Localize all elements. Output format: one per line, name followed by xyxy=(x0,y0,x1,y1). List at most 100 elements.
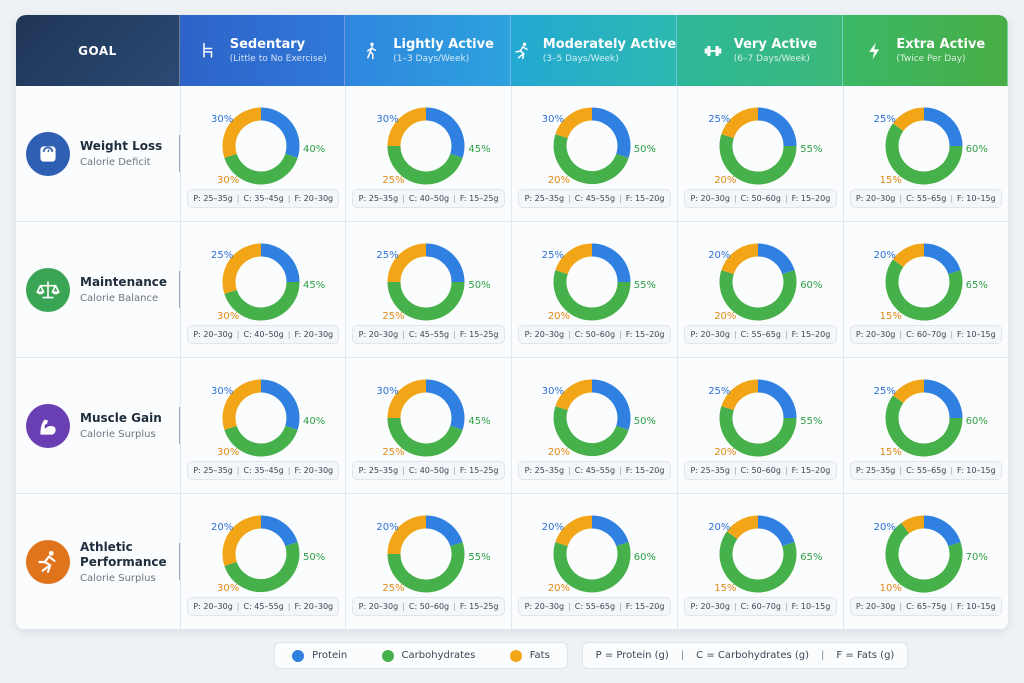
carbohydrates-grams: C: 55–65g xyxy=(906,194,947,203)
fats-percent-label: 30% xyxy=(217,175,240,186)
macro-donut xyxy=(885,379,963,457)
protein-percent-label: 25% xyxy=(873,386,896,397)
macro-cell: 30% 20% 50% P: 25–35g | C: 45–55g | F: 15–20g xyxy=(510,86,678,222)
activity-header-2[interactable]: Lightly Active (1–3 Days/Week) xyxy=(345,15,511,86)
macro-donut xyxy=(222,379,300,457)
activity-header-4[interactable]: Very Active (6–7 Days/Week) xyxy=(677,15,843,86)
pill-separator: | xyxy=(236,602,240,611)
donut-slice-protein xyxy=(757,379,797,419)
activity-header-text: Very Active (6–7 Days/Week) xyxy=(734,37,817,64)
donut-slice-protein xyxy=(425,515,464,547)
goal-row-header[interactable]: Athletic Performance Calorie Surplus xyxy=(16,494,180,630)
macro-grams-pill: P: 20–30g | C: 50–60g | F: 15–20g xyxy=(684,189,837,208)
carbohydrates-grams: C: 45–55g xyxy=(574,466,616,475)
carbohydrates-grams: C: 55–65g xyxy=(906,466,947,475)
carbohydrates-percent-label: 50% xyxy=(633,144,657,155)
activity-title: Moderately Active xyxy=(542,37,677,52)
activity-subtitle: (1–3 Days/Week) xyxy=(393,54,470,64)
donut-slice-fats xyxy=(222,379,262,430)
donut-slice-fats xyxy=(555,379,593,411)
fats-grams: F: 20–30g xyxy=(294,466,334,475)
protein-percent-label: 30% xyxy=(541,386,565,397)
macro-cell: 30% 25% 45% P: 25–35g | C: 40–50g | F: 15–25g xyxy=(345,86,511,222)
pill-separator: | xyxy=(899,466,903,475)
activity-title: Very Active xyxy=(733,37,818,52)
donut-slice-carbohydrates xyxy=(885,259,963,321)
flexed-arm-icon xyxy=(40,419,56,435)
scale-icon xyxy=(40,145,56,162)
protein-grams: P: 20–30g xyxy=(690,330,730,339)
pill-separator: | xyxy=(899,330,903,339)
donut-slice-fats xyxy=(900,515,924,534)
protein-percent-label: 30% xyxy=(376,386,399,397)
legend-carbohydrates-label: Carbohydrates xyxy=(401,650,476,661)
goal-title: Athletic Performance xyxy=(80,539,167,569)
protein-percent-label: 20% xyxy=(211,522,234,533)
carbohydrates-percent-label: 50% xyxy=(633,416,657,427)
macro-donut xyxy=(222,515,300,593)
carbohydrates-grams: C: 40–50g xyxy=(243,330,284,339)
protein-grams: P: 25–35g xyxy=(193,194,233,203)
goal-badge xyxy=(26,539,70,584)
fats-percent-label: 20% xyxy=(547,447,571,458)
macro-donut xyxy=(553,379,631,457)
fats-percent-label: 15% xyxy=(879,447,902,458)
fats-percent-label: 25% xyxy=(382,583,405,594)
macro-grams-pill: P: 25–35g | C: 45–55g | F: 15–20g xyxy=(517,461,672,480)
goal-column-header: GOAL xyxy=(16,15,180,86)
macro-cell: 25% 20% 55% P: 25–35g | C: 50–60g | F: 15–20g xyxy=(677,358,843,494)
protein-grams: P: 20–30g xyxy=(193,602,233,611)
fats-percent-label: 25% xyxy=(382,447,405,458)
carbohydrates-grams: C: 65–75g xyxy=(906,602,947,611)
dumbbell-icon xyxy=(702,40,724,62)
color-legend: Protein Carbohydrates Fats xyxy=(274,642,568,669)
donut-slice-carbohydrates xyxy=(885,123,963,185)
goal-header-label: GOAL xyxy=(78,43,117,58)
protein-percent-label: 25% xyxy=(708,114,731,125)
fats-grams: F: 15–20g xyxy=(791,466,831,475)
pill-separator: | xyxy=(950,330,954,339)
donut-slice-protein xyxy=(591,515,629,547)
macro-grams-pill: P: 20–30g | C: 55–65g | F: 15–20g xyxy=(684,325,837,344)
donut-slice-carbohydrates xyxy=(719,406,797,457)
macro-donut xyxy=(719,107,797,185)
macro-cell: 20% 15% 65% P: 20–30g | C: 60–70g | F: 10–15g xyxy=(842,222,1008,358)
carbohydrates-grams: C: 50–60g xyxy=(740,466,781,475)
pill-separator: | xyxy=(287,330,291,339)
carbohydrates-percent-label: 55% xyxy=(468,552,491,563)
protein-percent-label: 25% xyxy=(376,250,399,261)
carbohydrates-grams: C: 45–55g xyxy=(574,194,616,203)
fats-swatch xyxy=(509,649,522,662)
protein-percent-label: 30% xyxy=(211,114,234,125)
macro-grams-pill: P: 20–30g | C: 40–50g | F: 20–30g xyxy=(187,325,340,344)
protein-percent-label: 20% xyxy=(873,522,896,533)
activity-header-content: Very Active (6–7 Days/Week) xyxy=(702,37,817,64)
macro-donut xyxy=(387,379,465,457)
fats-percent-label: 20% xyxy=(714,311,737,322)
activity-header-1[interactable]: Sedentary (Little to No Exercise) xyxy=(180,15,346,86)
fats-percent-label: 30% xyxy=(217,583,240,594)
goal-row-header[interactable]: Muscle Gain Calorie Surplus xyxy=(16,358,180,494)
macro-cell: 25% 20% 55% P: 20–30g | C: 50–60g | F: 15–20g xyxy=(677,86,843,222)
fats-percent-label: 20% xyxy=(714,175,737,186)
fats-grams: F: 15–20g xyxy=(791,194,831,203)
donut-slice-carbohydrates xyxy=(224,281,300,321)
donut-slice-carbohydrates xyxy=(553,270,631,321)
donut-slice-fats xyxy=(555,107,593,139)
macro-chart-card: GOAL Sedentary (Little to No Exercise) Lig… xyxy=(16,15,1008,630)
protein-grams: P: 20–30g xyxy=(358,330,399,339)
pill-separator: | xyxy=(402,602,405,611)
activity-header-5[interactable]: Extra Active (Twice Per Day) xyxy=(842,15,1008,86)
goal-row-header[interactable]: Maintenance Calorie Balance xyxy=(16,222,180,358)
donut-slice-carbohydrates xyxy=(224,425,298,457)
macro-grams-pill: P: 20–30g | C: 55–65g | F: 10–15g xyxy=(849,189,1002,208)
activity-header-3[interactable]: Moderately Active (3–5 Days/Week) xyxy=(510,15,678,86)
fats-percent-label: 30% xyxy=(217,447,240,458)
macro-donut xyxy=(885,243,963,321)
donut-slice-fats xyxy=(892,243,925,268)
carbohydrates-percent-label: 60% xyxy=(800,280,823,291)
protein-percent-label: 20% xyxy=(376,522,399,533)
goal-row-header[interactable]: Weight Loss Calorie Deficit xyxy=(16,86,180,222)
protein-grams: P: 20–30g xyxy=(855,602,896,611)
carbohydrates-grams: C: 40–50g xyxy=(408,194,450,203)
